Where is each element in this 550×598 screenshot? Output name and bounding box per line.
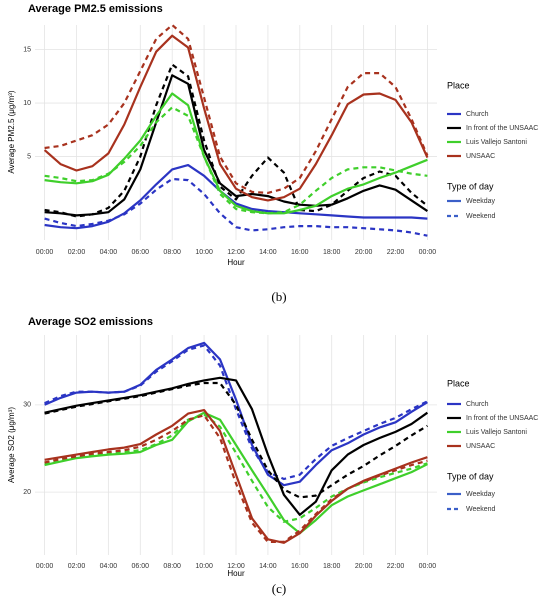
x-tick-label: 12:00 bbox=[227, 563, 245, 570]
weekday-line bbox=[44, 74, 429, 217]
x-tick-label: 00:00 bbox=[36, 249, 54, 256]
panel-label: (c) bbox=[272, 581, 286, 596]
legend-label: In front of the UNSAAC bbox=[466, 415, 538, 422]
weekday-line bbox=[43, 34, 429, 202]
x-tick-label: 02:00 bbox=[68, 563, 86, 570]
weekday-line bbox=[44, 411, 428, 535]
legend-label: UNSAAC bbox=[466, 443, 495, 450]
y-tick-label: 5 bbox=[27, 153, 31, 160]
weekend-line bbox=[44, 414, 428, 543]
legend-title: Type of day bbox=[447, 181, 494, 191]
x-tick-label: 08:00 bbox=[163, 563, 181, 570]
legend-title: Place bbox=[447, 378, 470, 388]
weekend-line bbox=[44, 63, 429, 218]
x-tick-label: 18:00 bbox=[323, 563, 341, 570]
x-tick-label: 12:00 bbox=[227, 249, 245, 256]
chart-title: Average SO2 emissions bbox=[28, 316, 153, 328]
legend-label: Luis Vallejo Santoni bbox=[466, 429, 527, 436]
y-axis-label: Average SO2 (μg/m³) bbox=[7, 407, 16, 483]
x-tick-label: 16:00 bbox=[291, 249, 309, 256]
chart-title: Average PM2.5 emissions bbox=[28, 3, 163, 15]
x-tick-label: 14:00 bbox=[259, 249, 277, 256]
legend-label: Weekday bbox=[466, 491, 496, 498]
x-tick-label: 14:00 bbox=[259, 563, 277, 570]
x-tick-label: 04:00 bbox=[100, 249, 118, 256]
x-tick-label: 16:00 bbox=[291, 563, 309, 570]
weekend-line bbox=[44, 23, 429, 194]
legend-title: Place bbox=[447, 80, 470, 90]
x-tick-label: 22:00 bbox=[387, 563, 405, 570]
weekend-line bbox=[44, 381, 428, 499]
y-tick-label: 20 bbox=[23, 489, 31, 496]
weekend-line bbox=[44, 344, 428, 481]
legend-label: Weekday bbox=[466, 198, 496, 205]
x-tick-label: 22:00 bbox=[387, 249, 405, 256]
weekend-line bbox=[44, 177, 428, 237]
legend-label: Weekend bbox=[466, 213, 496, 220]
x-axis-label: Hour bbox=[227, 569, 245, 578]
x-tick-label: 10:00 bbox=[195, 249, 213, 256]
weekday-line bbox=[44, 409, 428, 544]
x-axis-label: Hour bbox=[227, 258, 245, 267]
legend-label: Luis Vallejo Santoni bbox=[466, 139, 527, 146]
y-tick-label: 30 bbox=[23, 402, 31, 409]
x-tick-label: 00:00 bbox=[419, 249, 437, 256]
weekend-line bbox=[44, 106, 428, 215]
legend-label: Church bbox=[466, 401, 489, 408]
panel-label: (b) bbox=[271, 289, 286, 304]
legend-label: In front of the UNSAAC bbox=[466, 125, 538, 132]
x-tick-label: 20:00 bbox=[355, 249, 373, 256]
legend-label: Weekend bbox=[466, 506, 496, 513]
x-tick-label: 06:00 bbox=[132, 563, 150, 570]
x-tick-label: 18:00 bbox=[323, 249, 341, 256]
legend-label: UNSAAC bbox=[466, 153, 495, 160]
legend-title: Type of day bbox=[447, 471, 494, 481]
x-tick-label: 06:00 bbox=[132, 249, 150, 256]
y-axis-label: Average PM2.5 (μg/m³) bbox=[7, 90, 16, 173]
x-tick-label: 08:00 bbox=[163, 249, 181, 256]
y-tick-label: 15 bbox=[23, 46, 31, 53]
y-tick-label: 10 bbox=[23, 100, 31, 107]
x-tick-label: 20:00 bbox=[355, 563, 373, 570]
legend-label: Church bbox=[466, 111, 489, 118]
x-tick-label: 00:00 bbox=[36, 563, 54, 570]
x-tick-label: 00:00 bbox=[419, 563, 437, 570]
x-tick-label: 02:00 bbox=[68, 249, 86, 256]
x-tick-label: 10:00 bbox=[195, 563, 213, 570]
x-tick-label: 04:00 bbox=[100, 563, 118, 570]
